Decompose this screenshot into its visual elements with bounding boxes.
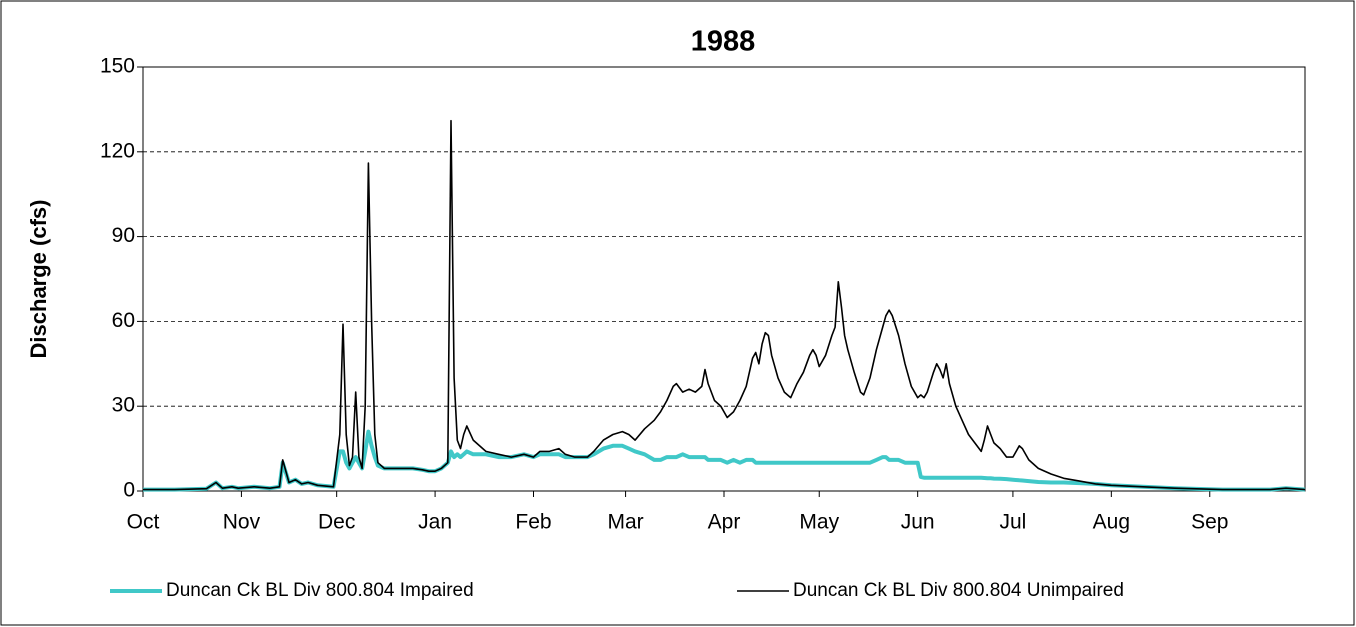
x-tick-label: Mar [607,511,643,534]
x-tick-label: Nov [223,511,261,534]
y-tick-label: 60 [112,309,135,332]
series-line [143,429,1306,492]
x-tick-label: Oct [127,511,160,534]
y-axis-label: Discharge (cfs) [26,200,51,359]
legend-label: Duncan Ck BL Div 800.804 Impaired [166,580,474,601]
x-tick-label: May [799,511,839,534]
y-tick-label: 30 [112,394,135,417]
x-tick-label: Jul [999,511,1026,534]
plot-area [142,66,1306,492]
y-tick-label: 120 [100,139,135,162]
x-tick-label: Apr [708,511,741,534]
series-line [143,119,1306,491]
x-tick-label: Feb [515,511,551,534]
x-tick-label: Sep [1191,511,1228,534]
x-tick-label: Aug [1093,511,1130,534]
x-tick-label: Jan [418,511,452,534]
y-tick-label: 150 [100,55,135,78]
y-tick-label: 0 [123,479,135,502]
x-tick-label: Dec [318,511,355,534]
x-tick-label: Jun [901,511,935,534]
legend-label: Duncan Ck BL Div 800.804 Unimpaired [793,580,1124,601]
chart-title: 1988 [691,26,756,58]
y-tick-label: 90 [112,224,135,247]
